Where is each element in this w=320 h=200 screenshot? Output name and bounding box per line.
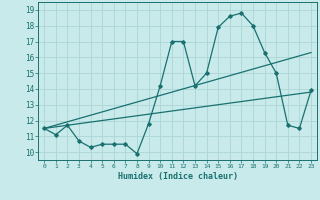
X-axis label: Humidex (Indice chaleur): Humidex (Indice chaleur) bbox=[118, 172, 238, 181]
